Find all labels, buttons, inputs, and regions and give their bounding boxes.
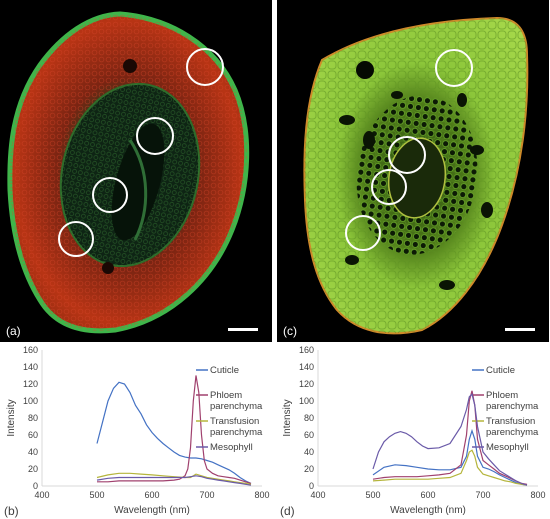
series-line	[97, 375, 252, 484]
roi-circle	[58, 221, 94, 257]
leaf-section-autofluorescence-red	[7, 11, 250, 334]
x-tick-label: 800	[254, 490, 269, 500]
y-tick-label: 100	[23, 396, 38, 406]
series-line	[96, 472, 252, 485]
roi-circle	[388, 136, 426, 174]
y-tick-label: 160	[299, 345, 314, 355]
y-tick-label: 140	[23, 362, 38, 372]
x-tick-label: 400	[310, 490, 325, 500]
legend-label: parenchyma	[210, 401, 263, 412]
x-tick-label: 700	[199, 490, 214, 500]
x-tick-label: 600	[420, 490, 435, 500]
y-tick-label: 60	[304, 430, 314, 440]
legend-label: Mesophyll	[210, 442, 253, 453]
legend-label: Cuticle	[210, 365, 239, 376]
chart-svg-b: 0 20 40 60 80 100 120 140 160 400 500 600 700 800 Wave…	[4, 345, 270, 518]
legend-label: Transfusion	[486, 416, 535, 427]
roi-circle	[186, 48, 224, 86]
panel-label: (b)	[4, 504, 19, 518]
x-axis-label: Wavelength (nm)	[390, 505, 466, 516]
series-line	[96, 475, 252, 486]
y-tick-label: 100	[299, 396, 314, 406]
scale-bar	[228, 328, 258, 331]
legend-label: Phloem	[486, 390, 518, 401]
panel-label-c: (c)	[283, 324, 297, 338]
y-tick-label: 20	[304, 464, 314, 474]
series-line	[372, 393, 528, 486]
y-tick-label: 80	[304, 413, 314, 423]
x-tick-label: 700	[475, 490, 490, 500]
legend-label: parenchyma	[486, 401, 539, 412]
series-line	[372, 428, 528, 486]
micrograph-a: (a)	[0, 0, 272, 342]
legend-label: Mesophyll	[486, 442, 529, 453]
y-tick-label: 120	[23, 379, 38, 389]
x-tick-label: 400	[34, 490, 49, 500]
y-tick-label: 160	[23, 345, 38, 355]
y-tick-label: 40	[304, 447, 314, 457]
y-tick-label: 120	[299, 379, 314, 389]
y-tick-label: 80	[28, 413, 38, 423]
x-axis-label: Wavelength (nm)	[114, 505, 190, 516]
y-tick-label: 140	[299, 362, 314, 372]
panel-label: (d)	[280, 504, 295, 518]
spectrum-chart-d: 0 20 40 60 80 100 120 140 160 400 500 600 700 800 Wave…	[276, 342, 550, 519]
series-line	[372, 449, 528, 486]
x-tick-label: 500	[89, 490, 104, 500]
x-tick-label: 500	[365, 490, 380, 500]
chart-svg-d: 0 20 40 60 80 100 120 140 160 400 500 600 700 800 Wave…	[280, 345, 546, 518]
y-tick-label: 0	[309, 481, 314, 491]
roi-circle	[435, 49, 473, 87]
roi-circle	[136, 117, 174, 155]
scale-bar	[505, 328, 535, 331]
y-tick-label: 0	[33, 481, 38, 491]
legend-label: Phloem	[210, 390, 242, 401]
leaf-section-autofluorescence-green	[303, 16, 529, 335]
roi-circle	[371, 169, 407, 205]
spectrum-chart-b: 0 20 40 60 80 100 120 140 160 400 500 600 700 800 Wave…	[0, 342, 275, 519]
legend-label: parenchyma	[486, 427, 539, 438]
y-tick-label: 60	[28, 430, 38, 440]
y-axis-label: Intensity	[282, 399, 293, 436]
legend-label: Cuticle	[486, 365, 515, 376]
roi-circle	[92, 177, 128, 213]
y-axis-label: Intensity	[6, 399, 17, 436]
panel-label-a: (a)	[6, 324, 21, 338]
micrograph-c: (c)	[277, 0, 549, 342]
series-line	[96, 381, 252, 484]
series-line	[372, 390, 528, 485]
y-tick-label: 20	[28, 464, 38, 474]
y-tick-label: 40	[28, 447, 38, 457]
legend-label: Transfusion	[210, 416, 259, 427]
x-tick-label: 600	[144, 490, 159, 500]
legend-label: parenchyma	[210, 427, 263, 438]
roi-circle	[345, 215, 381, 251]
x-tick-label: 800	[530, 490, 545, 500]
